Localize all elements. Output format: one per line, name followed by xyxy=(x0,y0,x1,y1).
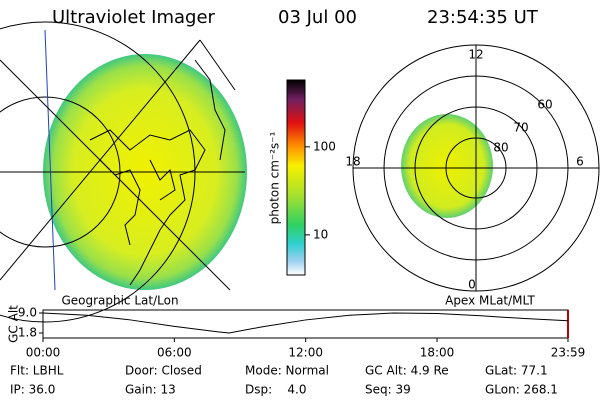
footer-field: Flt: LBHL xyxy=(10,364,64,378)
x-tick-label: 06:00 xyxy=(157,346,192,360)
footer-field: Gain: 13 xyxy=(125,383,176,397)
x-tick-label: 12:00 xyxy=(288,346,323,360)
colorbar xyxy=(286,79,306,276)
footer-field: GLat: 77.1 xyxy=(485,364,548,378)
colorbar-tick-label: 10 xyxy=(313,227,328,241)
x-tick-label: 23:59 xyxy=(551,346,586,360)
polar-plot xyxy=(352,44,600,292)
x-tick-label: 00:00 xyxy=(26,346,61,360)
y-tick-label: 1.8 xyxy=(18,326,37,340)
footer-field: Mode: Normal xyxy=(245,364,329,378)
footer-field: GLon: 268.1 xyxy=(485,383,558,397)
colorbar-label: photon cm⁻²s⁻¹ xyxy=(268,131,282,224)
mlt-label: 6 xyxy=(576,155,584,169)
mlat-label: 70 xyxy=(513,121,528,135)
mlt-label: 0 xyxy=(468,278,476,292)
footer-field: IP: 36.0 xyxy=(10,383,55,397)
geographic-image xyxy=(0,21,247,323)
y-label: GC Alt xyxy=(7,305,21,343)
y-tick-label: 9.0 xyxy=(18,306,37,320)
mlat-label: 80 xyxy=(493,141,508,155)
footer-field: Dsp: 4.0 xyxy=(245,383,307,397)
footer-field: Door: Closed xyxy=(125,364,202,378)
date: 03 Jul 00 xyxy=(278,7,357,28)
mlat-label: 60 xyxy=(537,98,552,112)
panel-label: Geographic Lat/Lon xyxy=(61,294,178,308)
altitude-line xyxy=(42,312,569,334)
x-tick-label: 18:00 xyxy=(420,346,455,360)
time: 23:54:35 UT xyxy=(427,7,539,28)
panel-label: Apex MLat/MLT xyxy=(445,294,535,308)
instrument: Ultraviolet Imager xyxy=(52,7,216,28)
plot-frame xyxy=(42,309,569,339)
mlt-label: 18 xyxy=(345,155,360,169)
footer-field: Seq: 39 xyxy=(365,383,411,397)
footer-field: GC Alt: 4.9 Re xyxy=(365,364,449,378)
mlt-label: 12 xyxy=(468,48,483,62)
colorbar-tick-label: 100 xyxy=(313,139,336,153)
